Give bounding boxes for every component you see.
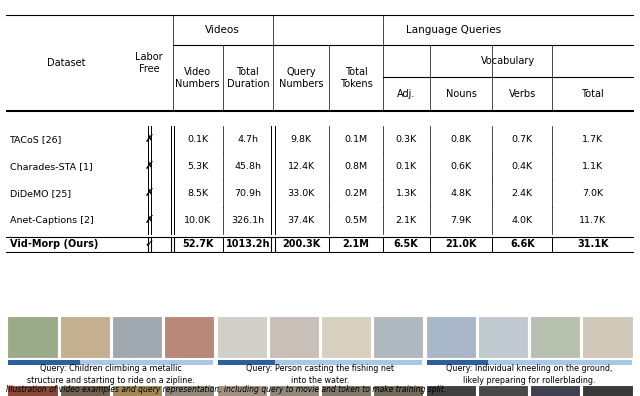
Bar	[530, 385, 580, 396]
Text: 37.4K: 37.4K	[287, 216, 315, 225]
Text: 11.7K: 11.7K	[579, 216, 606, 225]
Bar	[8, 360, 213, 365]
Bar	[218, 360, 275, 365]
Bar	[218, 360, 422, 365]
Bar	[8, 360, 80, 365]
Text: 45.8h: 45.8h	[234, 162, 261, 171]
Text: Vid-Morp (Ours): Vid-Morp (Ours)	[10, 239, 98, 249]
Text: 6.6K: 6.6K	[510, 239, 534, 249]
Bar	[321, 316, 371, 358]
Text: 0.6K: 0.6K	[451, 162, 472, 171]
Text: Query
Numbers: Query Numbers	[279, 67, 323, 89]
Text: Video
Numbers: Video Numbers	[175, 67, 220, 89]
Text: Language Queries: Language Queries	[406, 25, 501, 35]
Text: 4.0K: 4.0K	[512, 216, 533, 225]
Bar	[321, 385, 371, 396]
Text: 7.0K: 7.0K	[582, 189, 604, 198]
Bar	[530, 316, 580, 358]
Bar	[164, 385, 214, 396]
Bar	[216, 316, 267, 358]
Text: 0.5M: 0.5M	[344, 216, 367, 225]
Bar	[164, 316, 214, 358]
Text: 9.8K: 9.8K	[291, 135, 312, 144]
Text: 0.1M: 0.1M	[344, 135, 367, 144]
Bar	[478, 385, 528, 396]
Text: Illustration of video examples and query representation, including query to movi: Illustration of video examples and query…	[6, 385, 447, 394]
Text: Anet-Captions [2]: Anet-Captions [2]	[10, 216, 93, 225]
Text: Videos: Videos	[205, 25, 240, 35]
Text: 33.0K: 33.0K	[287, 189, 315, 198]
Text: 6.5K: 6.5K	[394, 239, 419, 249]
Text: 2.1K: 2.1K	[396, 216, 417, 225]
Bar	[112, 385, 162, 396]
Bar	[426, 385, 476, 396]
Text: Charades-STA [1]: Charades-STA [1]	[10, 162, 92, 171]
Bar	[427, 360, 632, 365]
Text: DiDeMO [25]: DiDeMO [25]	[10, 189, 70, 198]
Text: 0.4K: 0.4K	[512, 162, 533, 171]
Text: 0.8M: 0.8M	[344, 162, 367, 171]
Text: 2.1M: 2.1M	[342, 239, 369, 249]
Bar	[269, 316, 319, 358]
Bar	[373, 385, 424, 396]
Text: 0.8K: 0.8K	[451, 135, 472, 144]
Text: Dataset: Dataset	[47, 58, 85, 68]
Bar	[582, 316, 632, 358]
Text: 2.4K: 2.4K	[512, 189, 533, 198]
Text: 4.8K: 4.8K	[451, 189, 472, 198]
Text: Adj.: Adj.	[397, 89, 415, 99]
Text: Total: Total	[582, 89, 604, 99]
Text: Query: Person casting the fishing net
into the water.: Query: Person casting the fishing net in…	[246, 364, 394, 385]
Text: 8.5K: 8.5K	[187, 189, 208, 198]
Text: 70.9h: 70.9h	[234, 189, 261, 198]
Text: 0.2M: 0.2M	[344, 189, 367, 198]
Text: 0.3K: 0.3K	[396, 135, 417, 144]
Text: 1.1K: 1.1K	[582, 162, 604, 171]
Text: ✗: ✗	[145, 134, 154, 144]
Bar	[478, 316, 528, 358]
Text: 1.3K: 1.3K	[396, 189, 417, 198]
Text: Total
Duration: Total Duration	[227, 67, 269, 89]
Text: ✗: ✗	[145, 161, 154, 171]
Text: 5.3K: 5.3K	[187, 162, 209, 171]
Text: Total
Tokens: Total Tokens	[340, 67, 372, 89]
Text: ✓: ✓	[145, 239, 154, 249]
Text: Query: Children climbing a metallic
structure and starting to ride on a zipline.: Query: Children climbing a metallic stru…	[27, 364, 195, 385]
Bar	[269, 385, 319, 396]
Bar	[8, 316, 58, 358]
Text: 1013.2h: 1013.2h	[226, 239, 270, 249]
Text: Query: Individual kneeling on the ground,
likely preparing for rollerblading.: Query: Individual kneeling on the ground…	[446, 364, 612, 385]
Text: ✗: ✗	[145, 215, 154, 225]
Text: Verbs: Verbs	[509, 89, 536, 99]
Bar	[8, 385, 58, 396]
Bar	[373, 316, 424, 358]
Text: 0.7K: 0.7K	[512, 135, 533, 144]
Bar	[582, 385, 632, 396]
Bar	[60, 385, 110, 396]
Bar	[216, 385, 267, 396]
Text: 12.4K: 12.4K	[287, 162, 315, 171]
Text: 7.9K: 7.9K	[451, 216, 472, 225]
Text: 31.1K: 31.1K	[577, 239, 609, 249]
Text: 1.7K: 1.7K	[582, 135, 604, 144]
Text: Vocabulary: Vocabulary	[481, 56, 535, 66]
Text: 200.3K: 200.3K	[282, 239, 320, 249]
Text: 52.7K: 52.7K	[182, 239, 214, 249]
Bar	[60, 316, 110, 358]
Text: 21.0K: 21.0K	[445, 239, 477, 249]
Text: 0.1K: 0.1K	[187, 135, 208, 144]
Text: ✗: ✗	[145, 188, 154, 198]
Text: 4.7h: 4.7h	[237, 135, 259, 144]
Bar	[427, 360, 488, 365]
Bar	[426, 316, 476, 358]
Text: 0.1K: 0.1K	[396, 162, 417, 171]
Text: TACoS [26]: TACoS [26]	[10, 135, 62, 144]
Text: Labor
Free: Labor Free	[135, 52, 163, 74]
Text: Nouns: Nouns	[445, 89, 477, 99]
Text: 326.1h: 326.1h	[231, 216, 264, 225]
Bar	[112, 316, 162, 358]
Text: 10.0K: 10.0K	[184, 216, 211, 225]
